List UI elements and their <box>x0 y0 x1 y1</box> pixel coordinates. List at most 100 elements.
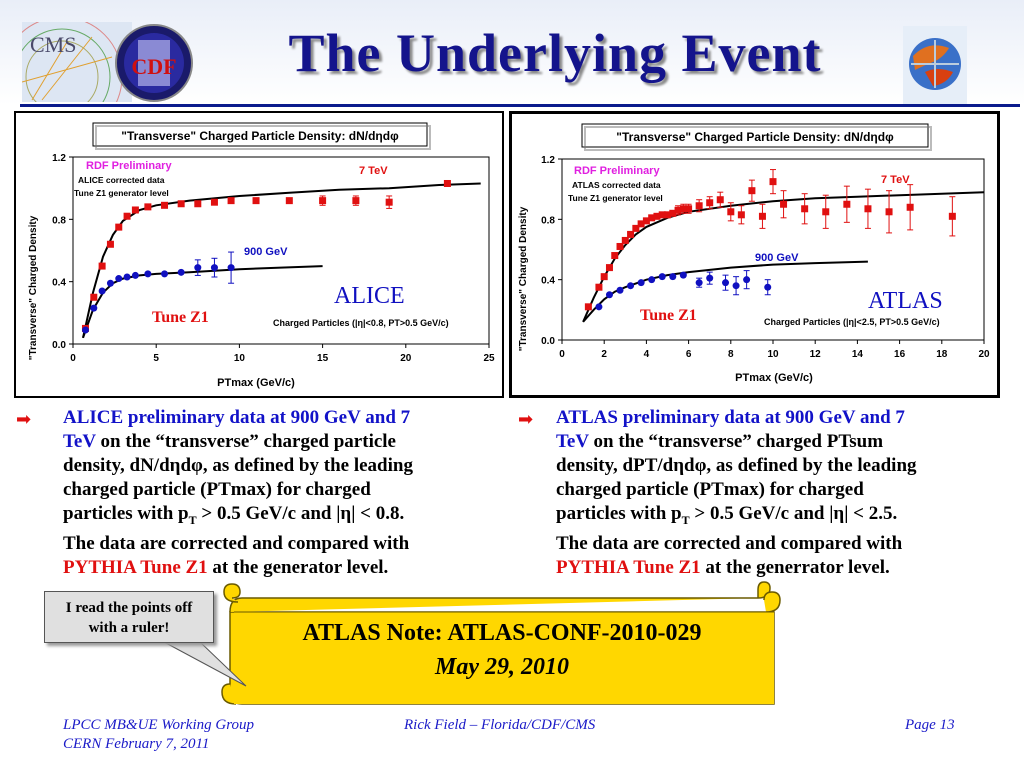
alice-7tev-point <box>98 262 106 270</box>
right-line5-sub: T <box>681 512 690 527</box>
right-line1: ATLAS preliminary data at 900 GeV and 7 <box>556 407 905 428</box>
alice-chart-title-box <box>92 122 428 147</box>
atlas-7tev-point <box>595 283 603 291</box>
footer-author: Rick Field – Florida/CDF/CMS <box>404 717 596 733</box>
atlas-900gev-point <box>648 276 656 284</box>
atlas-x-tick-label: 18 <box>936 349 948 360</box>
right-line3: density, dPT/dηdφ, as defined by the lea… <box>556 455 917 476</box>
alice-plot-area: 0 5 10 15 20 25 0.0 0.4 0.8 1.2 <box>52 153 495 364</box>
alice-7tev-point <box>385 198 393 206</box>
alice-y-tick-label: 0.0 <box>52 340 66 351</box>
alice-plot-frame <box>72 156 490 345</box>
florida-logo <box>903 26 967 104</box>
atlas-7tev-point <box>637 220 645 228</box>
scroll-banner <box>221 581 781 705</box>
cms-logo-text: CMS <box>30 32 76 57</box>
atlas-900gev-point <box>764 283 772 291</box>
atlas-chart: "Transverse" Charged Particle Density: d… <box>518 123 990 384</box>
alice-x-tick-label: 5 <box>153 353 159 364</box>
atlas-x-tick-label: 8 <box>728 349 734 360</box>
atlas-900gev-point <box>595 303 603 311</box>
atlas-900gev-point <box>627 282 635 290</box>
left-description: ALICE preliminary data at 900 GeV and 7 … <box>63 406 503 580</box>
atlas-y-tick-label: 0.8 <box>541 215 555 226</box>
atlas-7tev-point <box>632 224 640 232</box>
alice-7tev-label: 7 TeV <box>359 165 388 177</box>
right-line4: charged particle (PTmax) for charged <box>556 479 864 500</box>
alice-rdf-preliminary: RDF Preliminary <box>86 160 172 172</box>
atlas-tune-level-note: Tune Z1 generator level <box>568 193 663 203</box>
atlas-x-tick-label: 6 <box>686 349 692 360</box>
alice-7tev-point <box>285 197 293 205</box>
atlas-7tev-point <box>627 230 635 238</box>
atlas-900gev-label: 900 GeV <box>755 252 799 264</box>
atlas-7tev-point <box>758 212 766 220</box>
atlas-x-tick-label: 4 <box>644 349 650 360</box>
right-line5b: > 0.5 GeV/c and |η| < 2.5. <box>689 503 898 524</box>
alice-x-tick-label: 25 <box>483 353 495 364</box>
alice-7tev-point <box>227 197 235 205</box>
atlas-7tev-point <box>669 209 677 217</box>
atlas-7tev-point <box>679 205 687 213</box>
alice-900gev-point <box>227 264 235 272</box>
alice-900gev-point <box>90 304 98 312</box>
atlas-chart-panel: "Transverse" Charged Particle Density: d… <box>509 111 1000 398</box>
alice-y-tick-label: 0.8 <box>52 215 66 226</box>
alice-7tev-point <box>161 201 169 209</box>
right-description: ATLAS preliminary data at 900 GeV and 7 … <box>556 406 1016 580</box>
left-line7: at the generator level. <box>207 556 389 578</box>
alice-7tev-point <box>194 200 202 208</box>
atlas-x-tick-label: 16 <box>894 349 906 360</box>
alice-x-tick-label: 15 <box>317 353 329 364</box>
alice-900gev-point <box>123 273 131 281</box>
atlas-7tev-point <box>664 211 671 219</box>
alice-900gev-point <box>98 287 106 295</box>
alice-7tev-point <box>443 179 451 187</box>
alice-chart: "Transverse" Charged Particle Density: d… <box>28 122 495 389</box>
cms-logo: CMS <box>1 16 132 138</box>
atlas-x-tick-label: 14 <box>852 349 864 360</box>
alice-900gev-point <box>115 275 123 283</box>
alice-7tev-point <box>144 203 152 211</box>
atlas-900gev-point <box>722 279 730 287</box>
left-line2-blue: TeV <box>63 431 96 452</box>
atlas-7tev-point <box>648 214 656 222</box>
alice-tune-curve-900gev <box>82 265 323 339</box>
atlas-x-axis-label: PTmax (GeV/c) <box>735 372 813 384</box>
alice-7tev-point <box>115 223 123 231</box>
atlas-7tev-point <box>695 202 703 210</box>
atlas-7tev-point <box>885 208 893 216</box>
atlas-x-tick-label: 10 <box>767 349 779 360</box>
title-rule <box>20 104 1020 107</box>
left-line4: charged particle (PTmax) for charged <box>63 479 371 500</box>
atlas-7tev-point <box>706 199 714 207</box>
alice-tune-level-note: Tune Z1 generator level <box>74 188 169 198</box>
atlas-900gev-point <box>616 286 624 294</box>
atlas-y-tick-label: 0.4 <box>541 276 555 287</box>
right-line7-red: PYTHIA Tune Z1 <box>556 556 701 578</box>
atlas-7tev-point <box>611 252 619 260</box>
atlas-7tev-point <box>769 178 777 186</box>
atlas-900gev-point <box>679 271 687 279</box>
right-line7: at the generrator level. <box>700 556 890 578</box>
atlas-7tev-point <box>864 205 872 213</box>
alice-tune-label: Tune Z1 <box>152 309 209 326</box>
footer-page-number: Page 13 <box>905 717 955 733</box>
atlas-x-tick-label: 12 <box>810 349 822 360</box>
slide-title: The Underlying Event <box>288 23 822 83</box>
atlas-chart-title-shadow <box>584 126 932 151</box>
alice-tune-curve-7tev <box>82 182 481 339</box>
alice-chart-title-shadow <box>95 125 431 150</box>
atlas-900gev-point <box>732 282 740 290</box>
atlas-7tev-point <box>822 208 830 216</box>
alice-7tev-point <box>352 197 360 205</box>
alice-7tev-point <box>177 200 185 208</box>
alice-900gev-point <box>177 268 185 276</box>
alice-y-tick-label: 1.2 <box>52 153 66 164</box>
footer-date: CERN February 7, 2011 <box>63 736 210 752</box>
alice-7tev-point <box>123 212 131 220</box>
alice-900gev-point <box>144 270 152 278</box>
alice-900gev-point <box>81 326 89 334</box>
alice-900gev-point <box>106 279 114 287</box>
right-line6: The data are corrected and compared with <box>556 532 903 554</box>
